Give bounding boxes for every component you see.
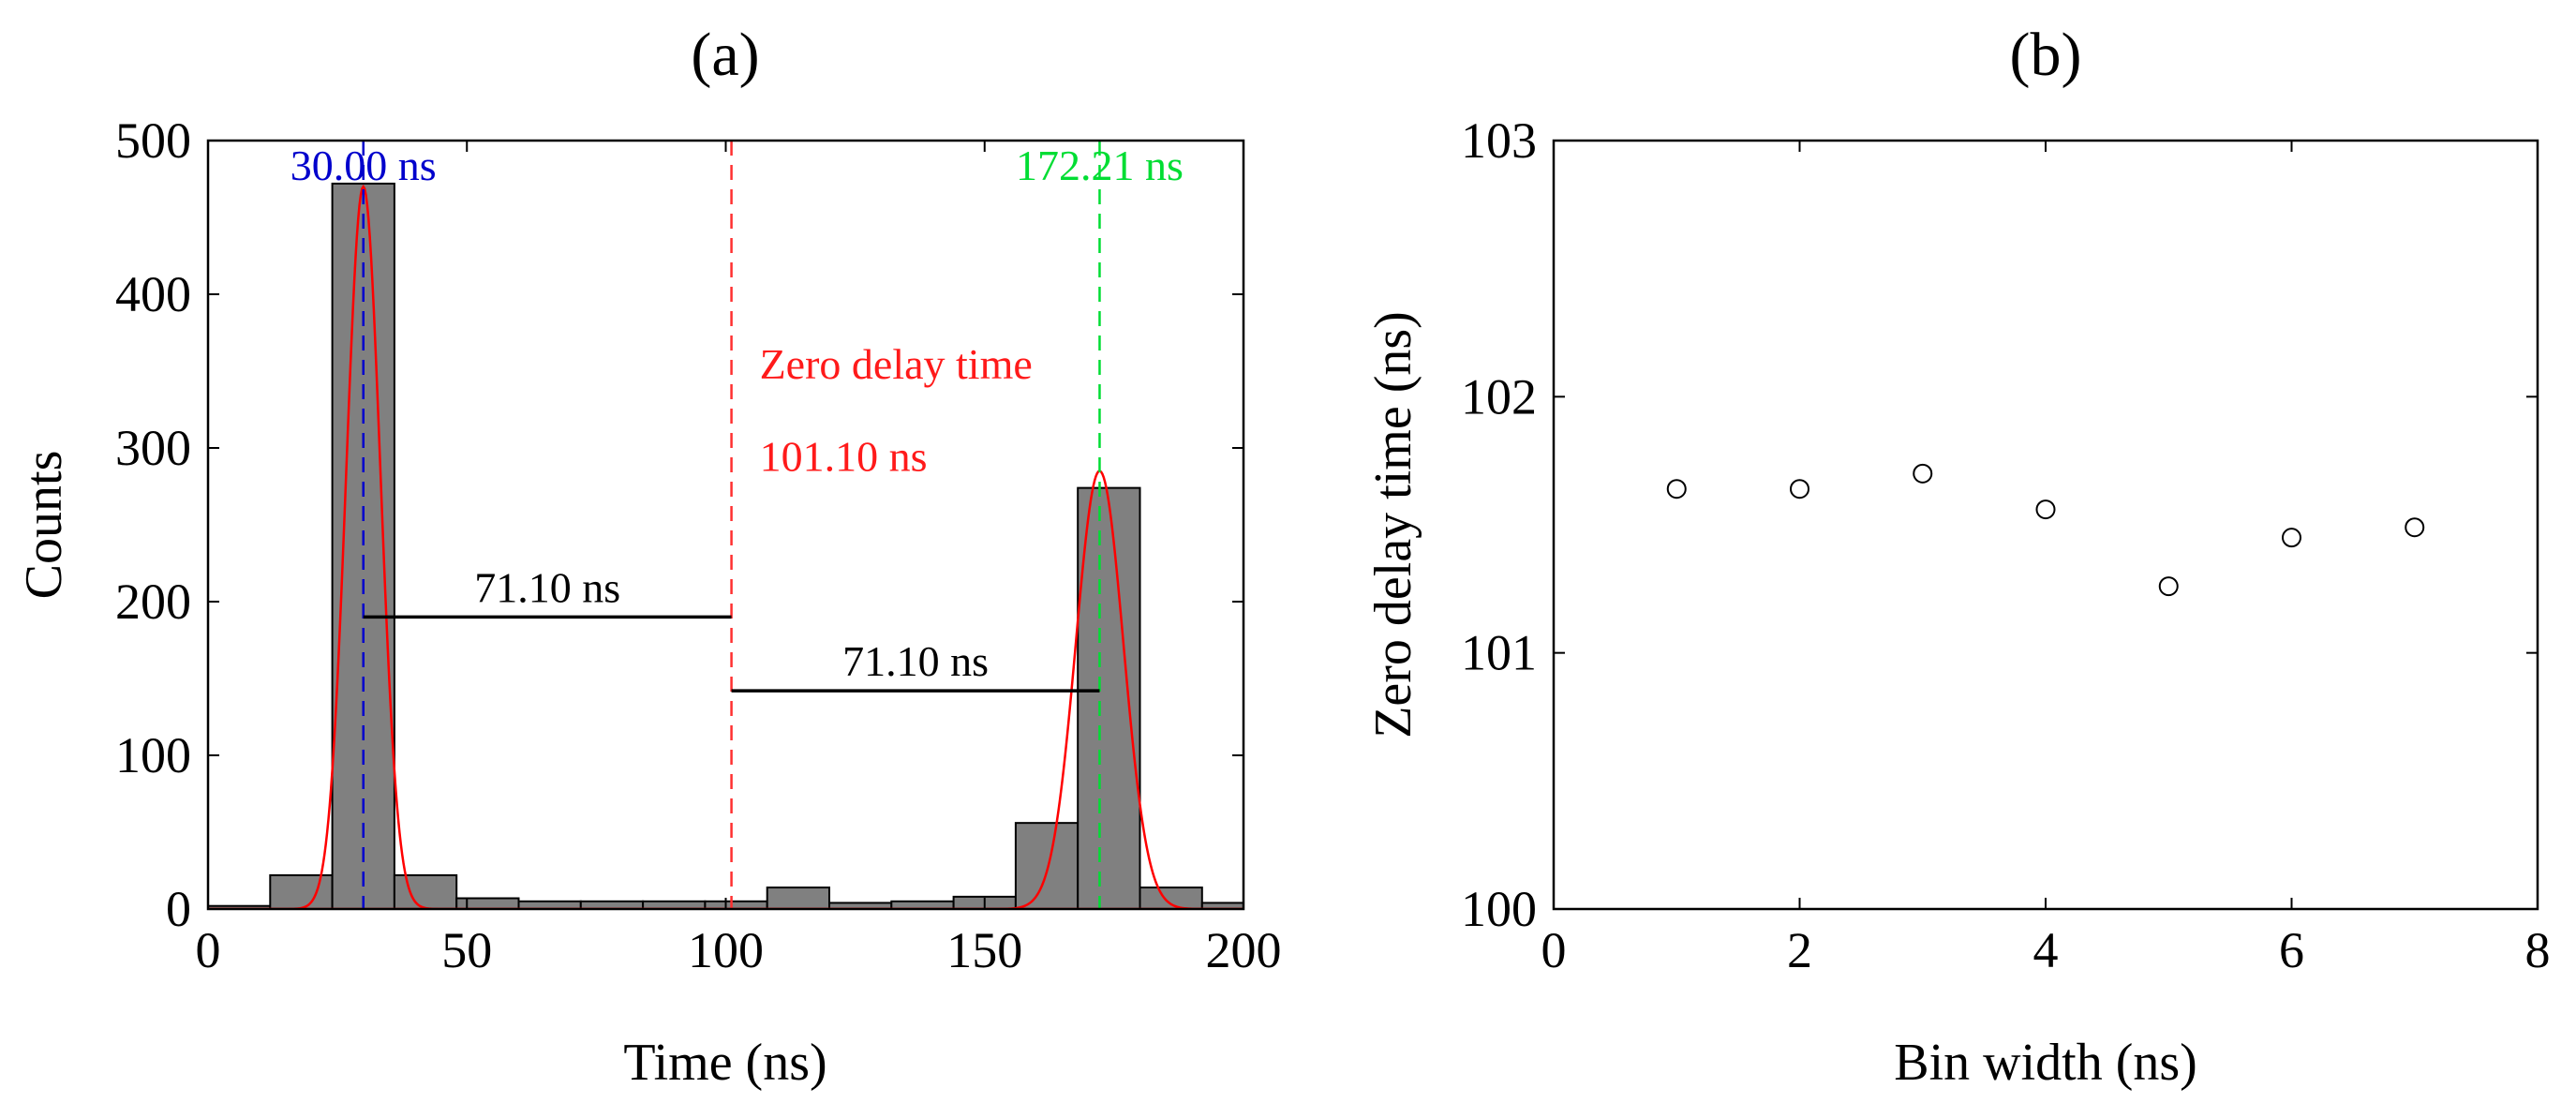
scatter-point	[2158, 576, 2179, 597]
x-tick-label: 200	[1206, 922, 1282, 978]
gaussian-fit-line	[208, 184, 1243, 909]
scatter-point	[2035, 499, 2056, 520]
x-tick-label: 150	[946, 922, 1022, 978]
panel-b-label: (b)	[2010, 21, 2082, 89]
y-tick-label: 103	[1461, 112, 1537, 169]
panel-b-plot-area	[1666, 463, 2425, 597]
x-tick-label: 6	[2279, 922, 2304, 978]
x-tick-label: 4	[2033, 922, 2059, 978]
x-tick-label: 0	[196, 922, 221, 978]
y-tick-label: 102	[1461, 368, 1537, 425]
panel-a-plot-area	[208, 141, 1243, 909]
peak-label: 30.00 ns	[290, 142, 437, 189]
histogram-bar	[1200, 902, 1243, 909]
scatter-point	[1666, 479, 1687, 499]
y-tick-label: 0	[166, 881, 191, 937]
y-tick-label: 100	[1461, 881, 1537, 937]
gaussian-fit-line	[208, 470, 1243, 909]
y-tick-label: 100	[115, 727, 191, 783]
histogram-bar	[1139, 887, 1203, 909]
panel-a-ylabel: Counts	[15, 451, 73, 600]
panel-b-ylabel: Zero delay time (ns)	[1364, 311, 1422, 738]
panel-a-label: (a)	[691, 21, 759, 89]
panel-a-xlabel: Time (ns)	[623, 1034, 826, 1092]
x-tick-label: 0	[1541, 922, 1567, 978]
panel-b: (b) 0 2 4 6 8 100 101 102 103 Bin width (ns) Zer…	[1364, 21, 2551, 1092]
panel-a: (a) 0 50 100 150 200 0 100 200 300 400 500 30.00 n…	[15, 21, 1282, 1092]
zero-delay-label: Zero delay time	[760, 340, 1033, 388]
panel-b-axes-box	[1552, 139, 2539, 911]
panel-a-ticks: 0 50 100 150 200 0 100 200 300 400 500	[115, 112, 1282, 978]
scatter-point	[2405, 517, 2425, 538]
histogram-bar	[766, 887, 831, 909]
zero-delay-value: 101.10 ns	[760, 433, 928, 481]
x-tick-label: 100	[688, 922, 764, 978]
y-tick-label: 400	[115, 266, 191, 322]
interval-label: 71.10 ns	[842, 637, 989, 685]
histogram-bar	[393, 873, 458, 909]
y-tick-label: 300	[115, 420, 191, 476]
interval-label: 71.10 ns	[474, 563, 620, 611]
scatter-point	[1790, 479, 1809, 499]
x-tick-label: 50	[441, 922, 492, 978]
histogram-bar	[1014, 822, 1080, 909]
histogram-bar	[455, 897, 520, 909]
y-tick-label: 101	[1461, 625, 1537, 681]
histogram-bar	[1077, 486, 1141, 909]
y-tick-label: 500	[115, 112, 191, 169]
scatter-point	[2282, 528, 2301, 548]
histogram-bar	[269, 873, 334, 909]
y-tick-label: 200	[115, 574, 191, 630]
panel-a-annotations: 30.00 ns 172.21 ns Zero delay time 101.10 n…	[290, 142, 1184, 693]
x-tick-label: 2	[1787, 922, 1812, 978]
scatter-point	[1913, 463, 1933, 484]
peak-label: 172.21 ns	[1016, 142, 1184, 189]
x-tick-label: 8	[2525, 922, 2551, 978]
panel-b-xlabel: Bin width (ns)	[1894, 1034, 2197, 1092]
panel-b-ticks: 0 2 4 6 8 100 101 102 103	[1461, 112, 2551, 978]
